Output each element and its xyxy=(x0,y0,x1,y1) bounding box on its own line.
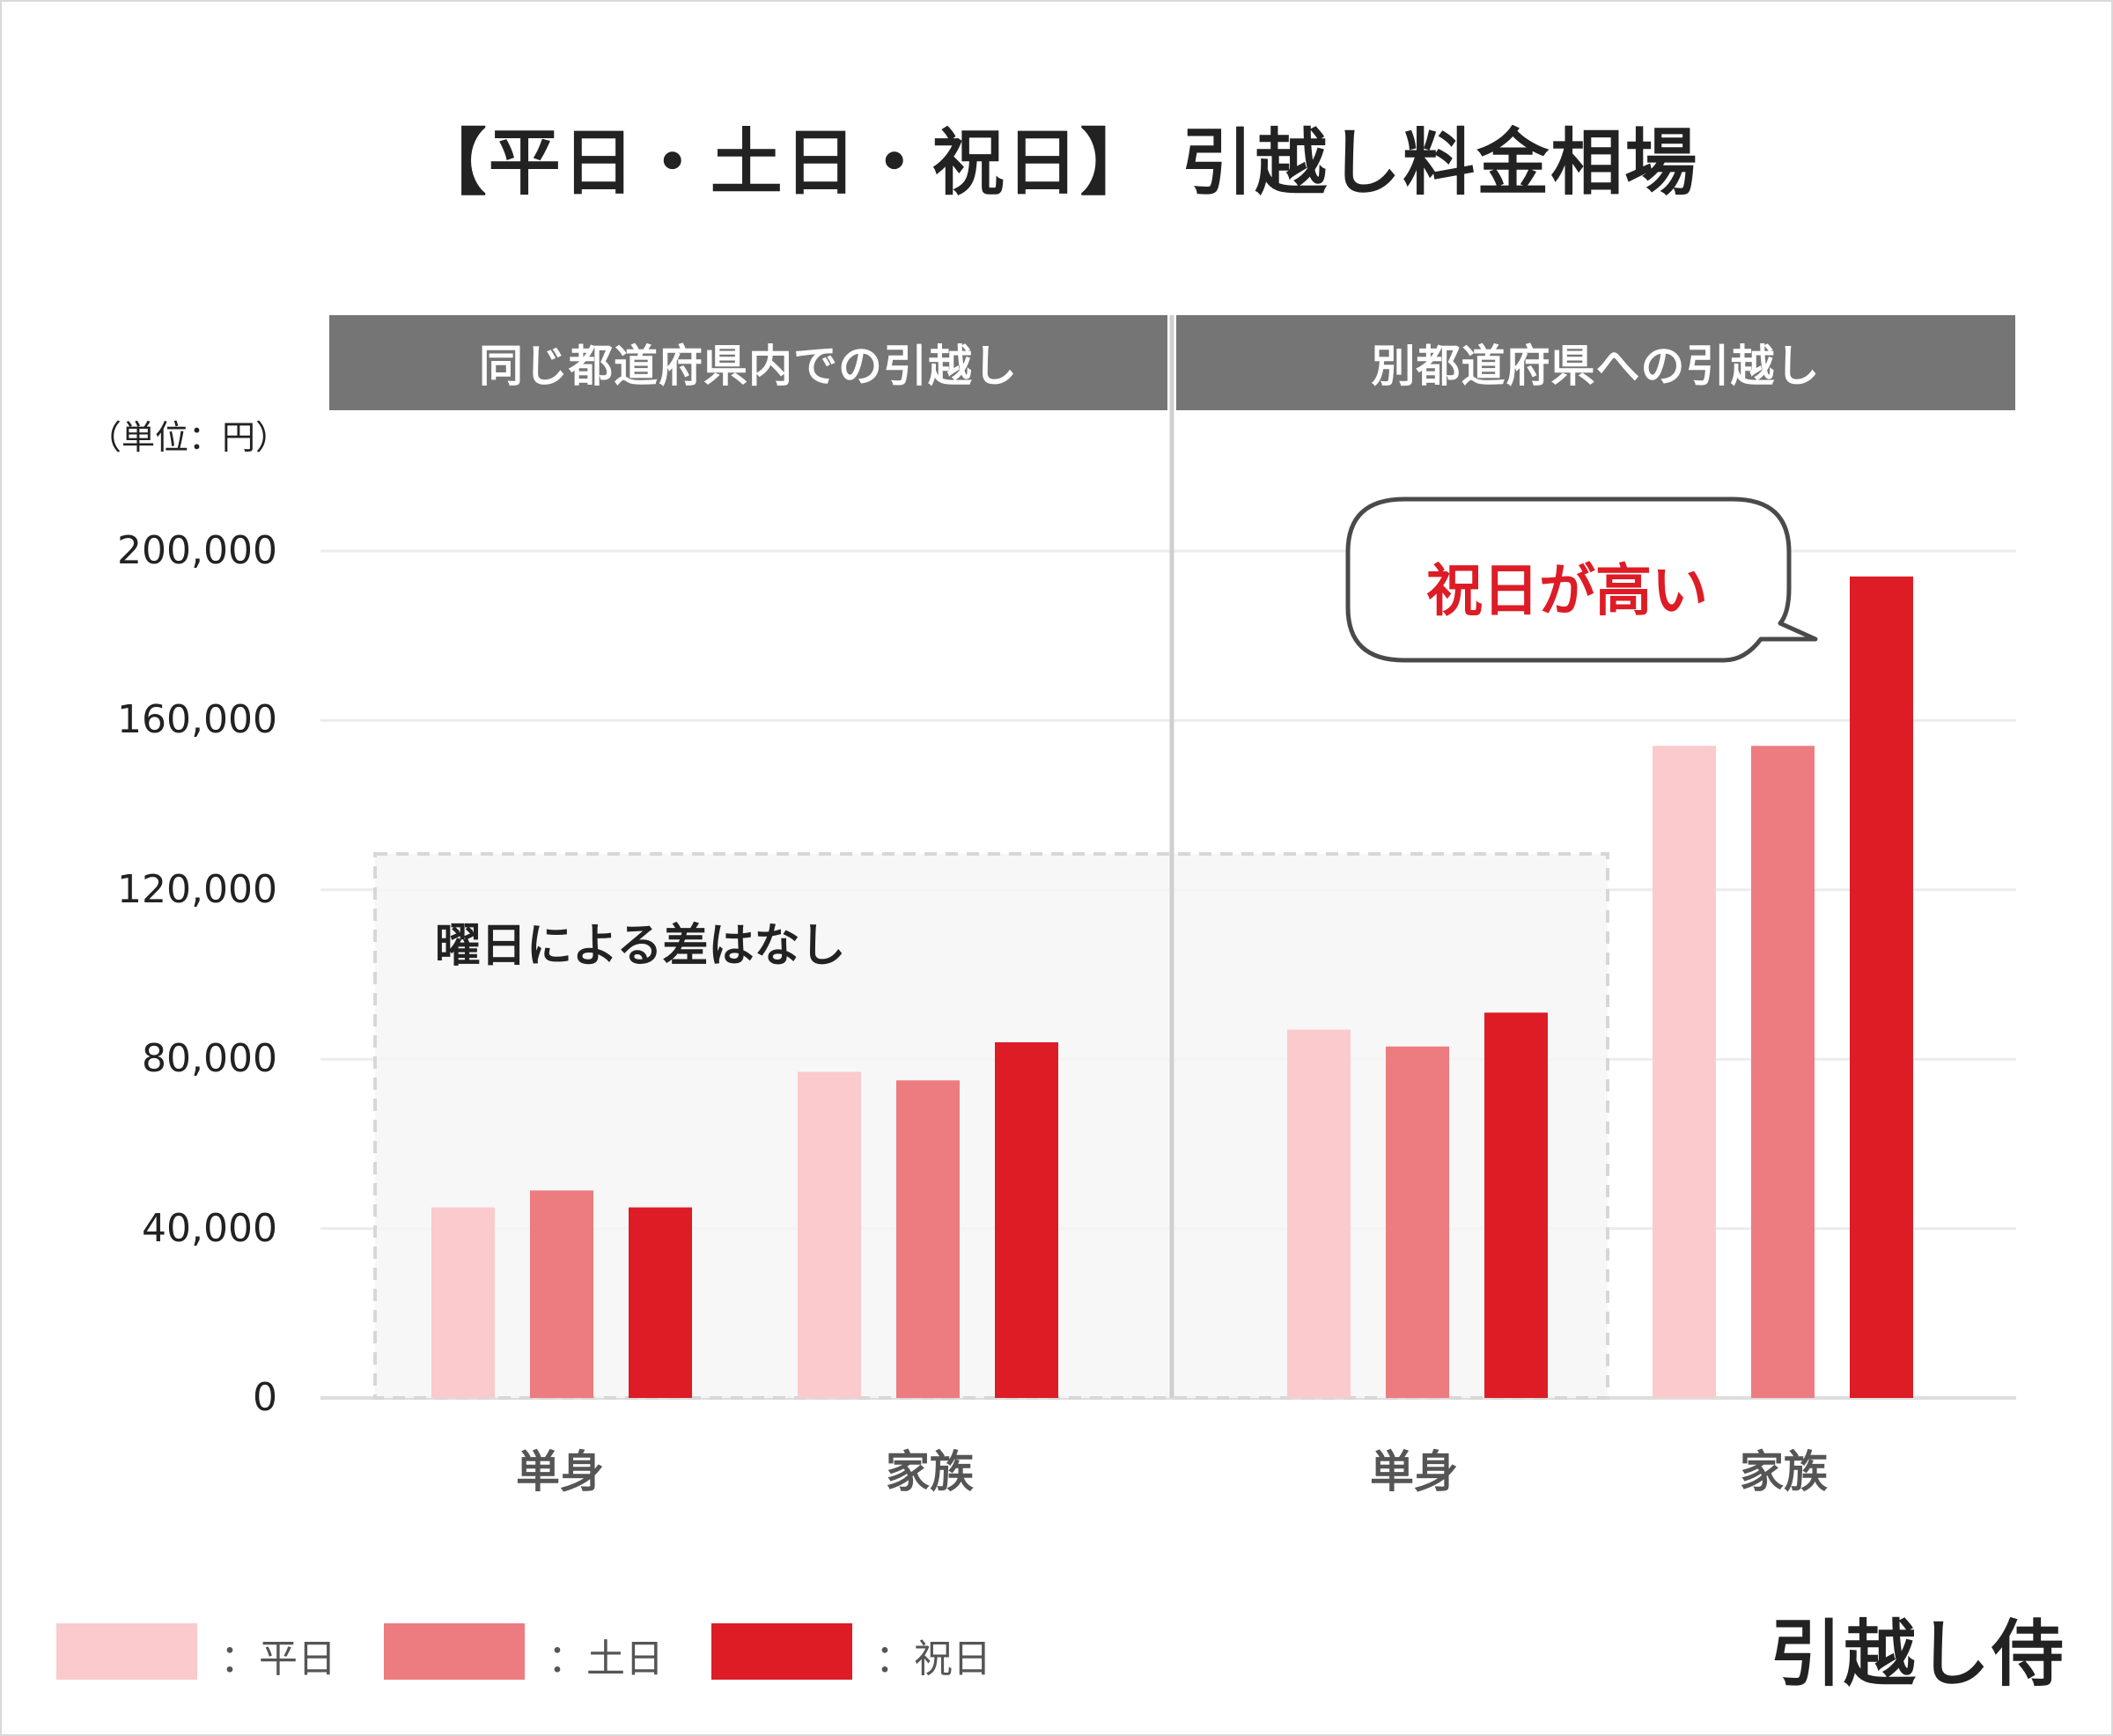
bar-土日-家族 xyxy=(1751,746,1815,1398)
bar-祝日-単身 xyxy=(1484,1012,1548,1398)
bar-平日-単身 xyxy=(1287,1029,1351,1398)
bar-祝日-家族 xyxy=(995,1041,1058,1398)
annotation-holiday-expensive: 祝日が高い xyxy=(1426,559,1708,624)
x-category-single-same: 単身 xyxy=(516,1446,604,1497)
bar-祝日-単身 xyxy=(629,1207,692,1398)
callout-bubble xyxy=(1345,497,1818,663)
x-category-single-other: 単身 xyxy=(1370,1446,1458,1497)
bar-平日-家族 xyxy=(1653,746,1716,1398)
bar-祝日-家族 xyxy=(1850,576,1913,1398)
bar-土日-単身 xyxy=(1386,1046,1449,1398)
bar-平日-単身 xyxy=(431,1207,495,1398)
chart-title: 【平日・土日・祝日】 引越し料金相場 xyxy=(414,121,1699,205)
legend-swatch-weekend xyxy=(384,1623,525,1680)
x-category-family-same: 家族 xyxy=(886,1446,974,1497)
panel-header-same-prefecture: 同じ都道府県内での引越し xyxy=(329,315,1167,410)
y-tick-label: 40,000 xyxy=(142,1205,277,1251)
unit-label: （単位：円） xyxy=(88,418,290,457)
y-tick-label: 120,000 xyxy=(117,866,277,912)
bar-土日-家族 xyxy=(896,1080,960,1398)
y-tick-label: 0 xyxy=(253,1375,277,1420)
annotation-no-difference: 曜日による差はなし xyxy=(435,920,846,973)
legend-label-holiday: ：祝日 xyxy=(875,1637,991,1681)
legend-label-weekday: ：平日 xyxy=(220,1637,336,1681)
x-category-family-other: 家族 xyxy=(1740,1446,1828,1497)
y-tick-label: 80,000 xyxy=(142,1036,277,1082)
panel-header-other-prefecture: 別都道府県への引越し xyxy=(1176,315,2015,410)
bar-土日-単身 xyxy=(530,1190,593,1398)
brand-logo: 引越し侍 xyxy=(1770,1613,2066,1696)
legend-swatch-weekday xyxy=(56,1623,197,1680)
legend-label-weekend: ：土日 xyxy=(548,1637,664,1681)
y-tick-label: 160,000 xyxy=(117,697,277,743)
bar-平日-家族 xyxy=(798,1071,861,1398)
y-tick-label: 200,000 xyxy=(117,528,277,573)
legend-swatch-holiday xyxy=(711,1623,852,1680)
